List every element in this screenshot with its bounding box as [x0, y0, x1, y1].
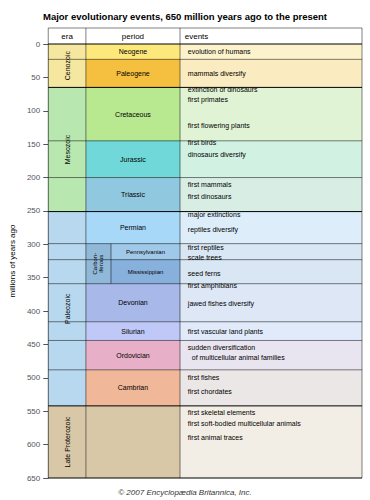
- svg-text:first flowering plants: first flowering plants: [188, 122, 250, 130]
- svg-text:first soft-bodied multicellula: first soft-bodied multicellular animals: [188, 420, 301, 427]
- svg-text:sudden diversification: sudden diversification: [188, 344, 255, 351]
- svg-text:extinction of dinosaurs: extinction of dinosaurs: [188, 86, 258, 93]
- svg-text:events: events: [185, 32, 209, 41]
- svg-text:era: era: [61, 32, 73, 41]
- svg-text:of multicellular animal famili: of multicellular animal families: [188, 354, 285, 361]
- svg-text:Triassic: Triassic: [121, 191, 145, 198]
- svg-text:first vascular land plants: first vascular land plants: [188, 328, 264, 336]
- svg-text:period: period: [122, 32, 144, 41]
- svg-text:550: 550: [27, 407, 41, 416]
- svg-text:Cambrian: Cambrian: [118, 384, 148, 391]
- svg-text:300: 300: [27, 240, 41, 249]
- svg-text:first amphibians: first amphibians: [188, 282, 238, 290]
- svg-text:major extinctions: major extinctions: [188, 211, 241, 219]
- svg-text:150: 150: [27, 140, 41, 149]
- svg-text:first skeletal elements: first skeletal elements: [188, 409, 256, 416]
- svg-text:reptiles diversify: reptiles diversify: [188, 226, 239, 234]
- svg-text:first fishes: first fishes: [188, 374, 220, 381]
- svg-text:first birds: first birds: [188, 139, 217, 146]
- svg-text:Devonian: Devonian: [118, 299, 148, 306]
- svg-text:500: 500: [27, 373, 41, 382]
- svg-text:Paleogene: Paleogene: [116, 70, 150, 78]
- svg-text:Mesozoic: Mesozoic: [64, 134, 71, 164]
- svg-text:Cretaceous: Cretaceous: [115, 111, 151, 118]
- svg-text:millions of years ago: millions of years ago: [8, 224, 17, 297]
- svg-text:250: 250: [27, 206, 41, 215]
- svg-text:mammals diversify: mammals diversify: [188, 70, 246, 78]
- svg-text:0: 0: [36, 40, 41, 49]
- svg-text:350: 350: [27, 273, 41, 282]
- svg-text:© 2007 Encyclopædia Britannica: © 2007 Encyclopædia Britannica, Inc.: [118, 488, 252, 497]
- svg-text:first dinosaurs: first dinosaurs: [188, 193, 232, 200]
- svg-text:Pennsylvanian: Pennsylvanian: [126, 249, 165, 255]
- svg-text:first reptiles: first reptiles: [188, 244, 224, 252]
- svg-text:dinosaurs diversify: dinosaurs diversify: [188, 151, 246, 159]
- svg-text:Late Proterozoic: Late Proterozoic: [64, 416, 71, 467]
- svg-text:Ordovician: Ordovician: [116, 352, 150, 359]
- svg-text:Carbon-: Carbon-: [92, 252, 99, 275]
- svg-text:Paleozoic: Paleozoic: [64, 293, 71, 324]
- svg-text:Neogene: Neogene: [119, 48, 148, 56]
- svg-text:seed ferns: seed ferns: [188, 270, 221, 277]
- svg-text:jawed fishes diversify: jawed fishes diversify: [187, 300, 255, 308]
- svg-text:first primates: first primates: [188, 96, 229, 104]
- svg-text:Silurian: Silurian: [121, 328, 144, 335]
- svg-text:400: 400: [27, 307, 41, 316]
- svg-text:Cenozoic: Cenozoic: [64, 51, 71, 81]
- svg-text:iferous: iferous: [98, 255, 104, 273]
- svg-text:600: 600: [27, 440, 41, 449]
- svg-text:100: 100: [27, 106, 41, 115]
- svg-text:evolution of humans: evolution of humans: [188, 48, 251, 55]
- svg-text:Mississippian: Mississippian: [128, 269, 164, 275]
- svg-text:200: 200: [27, 173, 41, 182]
- svg-text:first mammals: first mammals: [188, 181, 232, 188]
- svg-text:450: 450: [27, 340, 41, 349]
- svg-text:Permian: Permian: [120, 224, 146, 231]
- svg-text:50: 50: [31, 73, 40, 82]
- svg-text:650: 650: [27, 474, 41, 483]
- svg-text:Jurassic: Jurassic: [120, 156, 146, 163]
- svg-text:scale trees: scale trees: [188, 254, 222, 261]
- svg-text:Major evolutionary events, 650: Major evolutionary events, 650 million y…: [43, 11, 328, 22]
- svg-text:first animal traces: first animal traces: [188, 434, 243, 441]
- svg-text:first chordates: first chordates: [188, 388, 232, 395]
